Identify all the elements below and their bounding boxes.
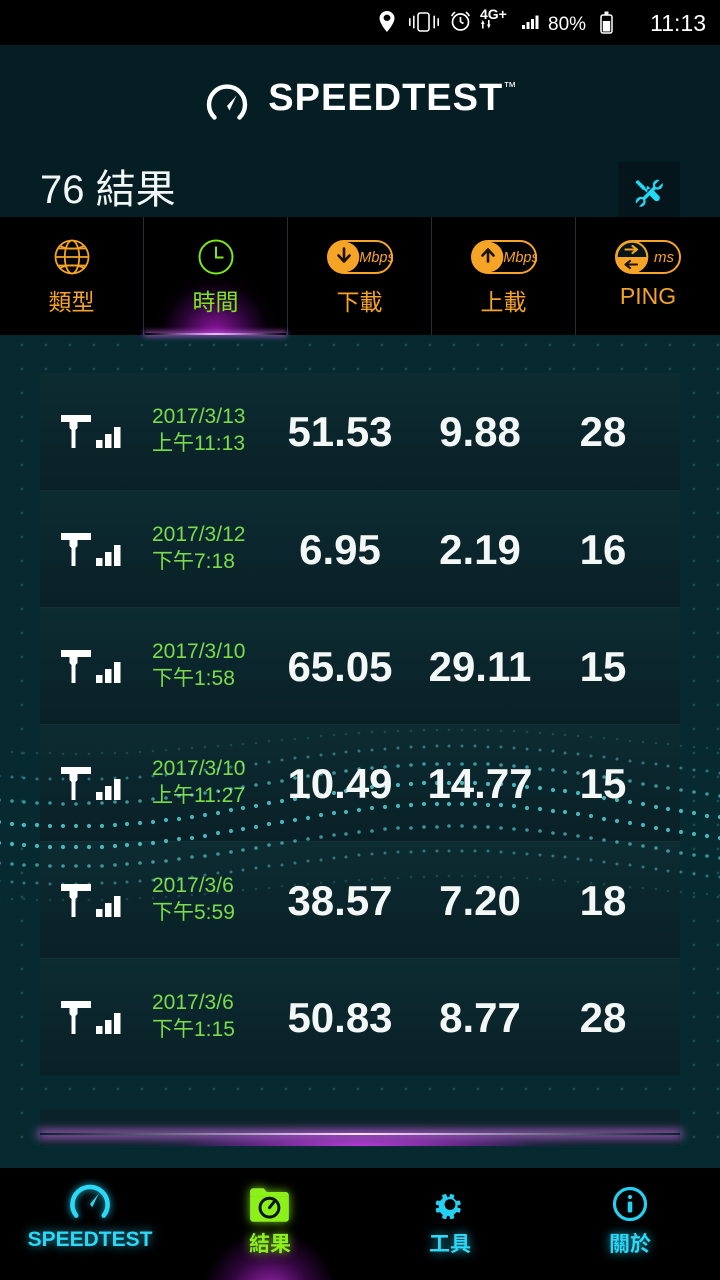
svg-text:4G+: 4G+ [480, 6, 507, 22]
svg-text:ms: ms [654, 249, 674, 266]
svg-text:Mbps: Mbps [503, 250, 537, 266]
svg-text:80%: 80% [548, 14, 586, 35]
svg-text:Mbps: Mbps [359, 250, 393, 266]
